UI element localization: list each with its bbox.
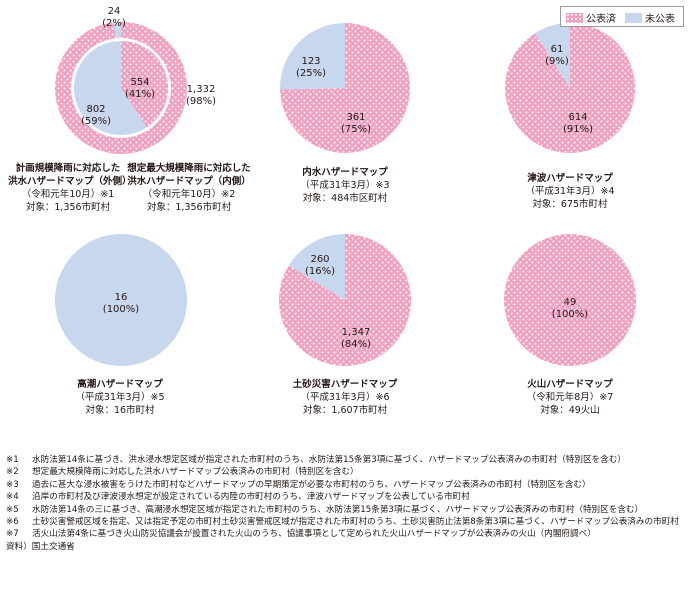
storm-surge-date: （平成31年3月）※5 xyxy=(75,392,165,403)
legend-item-unpublished: 未公表 xyxy=(625,10,675,25)
tsunami-slice-unpublished xyxy=(535,23,570,88)
volcano-title: 火山ハザードマップ xyxy=(527,379,613,390)
volcano-slice-published xyxy=(503,234,636,367)
storm-surge-slice-unpublished xyxy=(54,234,187,367)
landslide-title: 土砂災害ハザードマップ xyxy=(292,379,398,390)
footnote: ※7 活火山法第4条に基づき火山防災協議会が設置された火山のうち、協議事項として定… xyxy=(6,528,686,540)
volcano-target: 対象：49火山 xyxy=(540,405,600,416)
inland-slice-published xyxy=(280,22,411,153)
flood-caption-left-line1: 計画規模降雨に対応した xyxy=(15,163,121,174)
footnote-text: 水防法第14条に基づき、洪水浸水想定区域が指定された市町村のうち、水防法第15条… xyxy=(32,455,626,465)
tsunami-label-published: 614 (91%) xyxy=(563,112,593,135)
legend: 公表済 未公表 xyxy=(560,6,684,27)
source-note: 資料）国土交通省 xyxy=(6,541,75,552)
volcano-date: （令和元年8月）※7 xyxy=(526,392,614,403)
inland-slice-unpublished xyxy=(280,23,345,90)
legend-swatch-unpublished xyxy=(625,12,642,23)
inland-date: （平成31年3月）※3 xyxy=(300,180,390,191)
footnote-mark: ※3 xyxy=(6,479,19,490)
flood-caption-left-date: （令和元年10月）※1 xyxy=(21,189,115,200)
footnote: ※5 水防法第14条の三に基づき、高潮浸水想定区域が指定された市町村のうち、水防法… xyxy=(6,504,686,516)
landslide-chart: 1,347 (84%) 260 (16%) xyxy=(279,234,412,366)
legend-label-unpublished: 未公表 xyxy=(645,14,675,25)
footnote-text: 土砂災害警戒区域を指定、又は指定予定の市町村土砂災害警戒区域が指定された市町村の… xyxy=(32,517,679,528)
footnote-text: 水防法第14条の三に基づき、高潮浸水想定区域が指定された市町村のうち、水防法第1… xyxy=(32,504,644,515)
flood-caption-right-line1: 想定最大規模降雨に対応した xyxy=(127,163,251,174)
flood-inner-slice-published xyxy=(121,41,168,128)
inland-target: 対象：484市区町村 xyxy=(302,193,388,204)
landslide-caption: 土砂災害ハザードマップ （平成31年3月）※6 対象：1,607市町村 xyxy=(275,378,415,417)
flood-chart: 554 (41%) 802 (59%) 1,332 (98%) 24 (2%) xyxy=(55,6,216,154)
footnote-mark: ※2 xyxy=(6,467,19,478)
landslide-target: 対象：1,607市町村 xyxy=(302,405,388,416)
inland-label-published: 361 (75%) xyxy=(341,112,371,135)
footnote-mark: ※1 xyxy=(6,455,19,465)
footnote-text: 想定最大規模降雨に対応した洪水ハザードマップ公表済みの市町村（特別区を含む） xyxy=(32,467,359,478)
landslide-label-unpublished: 260 (16%) xyxy=(305,254,335,277)
landslide-slice-unpublished xyxy=(288,234,345,300)
landslide-label-published: 1,347 (84%) xyxy=(341,327,371,350)
inland-label-unpublished: 123 (25%) xyxy=(296,56,326,79)
footnote: ※3 過去に甚大な浸水被害をうけた市町村などハザードマップの早期策定が必要な市町村… xyxy=(6,479,686,491)
flood-outer-label-unpublished: 24 (2%) xyxy=(102,6,126,29)
flood-inner-label-unpublished: 802 (59%) xyxy=(81,104,111,127)
footnote: ※6 土砂災害警戒区域を指定、又は指定予定の市町村土砂災害警戒区域が指定された市町… xyxy=(6,516,686,528)
footnote-text: 過去に甚大な浸水被害をうけた市町村などハザードマップの早期策定が必要な市町村のう… xyxy=(32,479,591,490)
storm-surge-title: 高潮ハザードマップ xyxy=(77,379,163,390)
charts-canvas: 554 (41%) 802 (59%) 1,332 (98%) 24 (2%) 361 (75%… xyxy=(54,6,636,367)
volcano-chart: 49 (100%) xyxy=(503,234,636,367)
flood-caption-left-target: 対象：1,356市町村 xyxy=(25,202,111,213)
storm-surge-label-unpublished: 16 (100%) xyxy=(103,292,139,315)
tsunami-caption: 津波ハザードマップ （平成31年3月）※4 対象：675市町村 xyxy=(500,172,640,211)
footnote: ※4 沿岸の市町村及び津波浸水想定が設定されている内陸の市町村のうち、津波ハザード… xyxy=(6,491,686,503)
tsunami-target: 対象：675市町村 xyxy=(532,199,608,210)
storm-surge-caption: 高潮ハザードマップ （平成31年3月）※5 対象：16市町村 xyxy=(50,378,190,417)
tsunami-chart: 614 (91%) 61 (9%) xyxy=(505,23,636,153)
flood-caption-left: 計画規模降雨に対応した 洪水ハザードマップ（外側） （令和元年10月）※1 対象… xyxy=(8,162,132,214)
footnote: ※1 水防法第14条に基づき、洪水浸水想定区域が指定された市町村のうち、水防法第1… xyxy=(6,454,686,466)
legend-item-published: 公表済 xyxy=(566,10,616,25)
flood-caption-right: 想定最大規模降雨に対応した 洪水ハザードマップ（内側） （令和元年10月）※2 … xyxy=(124,162,254,214)
tsunami-label-unpublished: 61 (9%) xyxy=(545,44,569,67)
footnote-text: 沿岸の市町村及び津波浸水想定が設定されている内陸の市町村のうち、津波ハザードマッ… xyxy=(32,492,470,503)
flood-outer-label-published: 1,332 (98%) xyxy=(186,84,216,107)
flood-caption-right-date: （令和元年10月）※2 xyxy=(142,189,236,200)
landslide-date: （平成31年3月）※6 xyxy=(300,392,390,403)
footnotes: ※1 水防法第14条に基づき、洪水浸水想定区域が指定された市町村のうち、水防法第1… xyxy=(6,454,686,553)
inland-caption: 内水ハザードマップ （平成31年3月）※3 対象：484市区町村 xyxy=(275,166,415,205)
footnote-mark: ※6 xyxy=(6,517,19,528)
flood-inner-label-published: 554 (41%) xyxy=(125,77,155,100)
inland-title: 内水ハザードマップ xyxy=(302,167,388,178)
flood-inner-slice-unpublished xyxy=(73,41,147,135)
flood-caption-left-line2: 洪水ハザードマップ（外側） xyxy=(8,176,132,187)
flood-caption-right-line2: 洪水ハザードマップ（内側） xyxy=(127,176,251,187)
inland-chart: 361 (75%) 123 (25%) xyxy=(280,22,411,153)
footnote-text: 活火山法第4条に基づき火山防災協議会が設置された火山のうち、協議事項として定めら… xyxy=(32,529,596,540)
volcano-label-published: 49 (100%) xyxy=(552,297,588,320)
tsunami-title: 津波ハザードマップ xyxy=(527,173,613,184)
footnote: ※2 想定最大規模降雨に対応した洪水ハザードマップ公表済みの市町村（特別区を含む） xyxy=(6,466,686,478)
tsunami-date: （平成31年3月）※4 xyxy=(525,186,615,197)
footnote-mark: ※4 xyxy=(6,492,19,503)
legend-label-published: 公表済 xyxy=(586,14,616,25)
flood-caption-right-target: 対象：1,356市町村 xyxy=(146,202,232,213)
legend-swatch-published xyxy=(566,12,583,23)
footnote-mark: ※7 xyxy=(6,529,19,540)
volcano-caption: 火山ハザードマップ （令和元年8月）※7 対象：49火山 xyxy=(500,378,640,417)
storm-surge-target: 対象：16市町村 xyxy=(85,405,155,416)
storm-surge-chart: 16 (100%) xyxy=(54,234,187,367)
footnote-mark: ※5 xyxy=(6,504,19,515)
